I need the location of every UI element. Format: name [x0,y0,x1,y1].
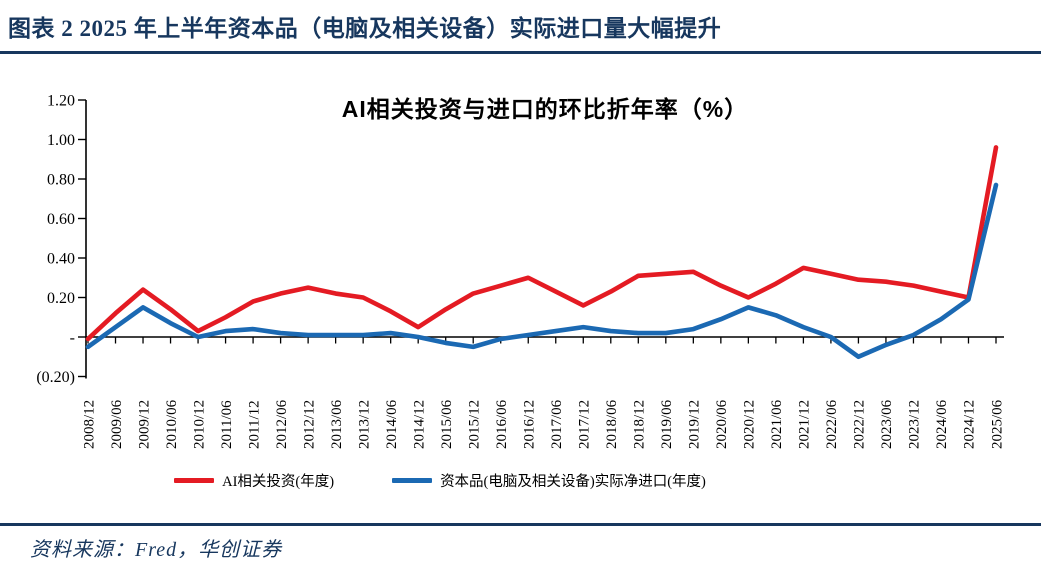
red-line-swatch [174,477,215,483]
x-axis-label: 2024/06 [934,399,950,449]
x-axis-label: 2014/12 [411,400,427,449]
x-axis-label: 2013/06 [329,399,345,449]
x-axis-label: 2011/12 [246,400,262,449]
x-axis-label: 2019/06 [659,399,675,449]
y-axis-label: 1.20 [47,93,75,110]
x-axis-label: 2012/12 [301,400,317,449]
chart-legend: AI相关投资(年度) 资本品(电脑及相关设备)实际净进口(年度) [0,466,880,494]
ai-investment-line [85,145,999,342]
y-axis-label: 1.00 [47,132,75,149]
x-axis-label: 2015/06 [439,399,455,449]
chart-title: AI相关投资与进口的环比折年率（%） [341,96,749,122]
x-axis-label: 2023/06 [879,399,895,449]
x-axis-label: 2022/06 [824,399,840,449]
x-axis-label: 2009/12 [136,400,152,449]
x-axis-label: 2020/06 [714,399,730,449]
x-axis-label: 2011/06 [219,400,235,449]
x-axis-label: 2012/06 [274,399,290,449]
y-axis-label: 0.80 [47,172,75,189]
x-axis-label: 2008/12 [81,400,97,449]
x-axis-label: 2010/12 [191,400,207,449]
x-axis-label: 2010/06 [164,399,180,449]
x-axis-label: 2017/06 [549,399,565,449]
x-axis-label: 2021/12 [797,400,813,449]
x-axis-label: 2023/12 [907,400,923,449]
x-axis-label: 2018/12 [632,400,648,449]
x-axis-label: 2009/06 [109,399,125,449]
x-axis-label: 2025/06 [989,399,1005,449]
x-axis-label: 2013/12 [356,400,372,449]
x-axis-label: 2017/12 [577,400,593,449]
x-axis-label: 2024/12 [962,400,978,449]
title-divider [0,51,1041,54]
legend-item-ai-investment: AI相关投资(年度) [174,470,334,491]
x-axis-label: 2015/12 [466,400,482,449]
x-axis-label: 2016/06 [494,399,510,449]
blue-line-swatch [392,477,433,483]
x-axis-label: 2020/12 [742,400,758,449]
x-axis-label: 2022/12 [852,400,868,449]
legend-label-ai-investment: AI相关投资(年度) [222,473,335,490]
y-axis-label: (0.20) [36,369,75,386]
legend-label-capital-goods-import: 资本品(电脑及相关设备)实际净进口(年度) [440,473,706,490]
x-axis-label: 2021/06 [769,399,785,449]
source-divider [0,523,1041,526]
capital-goods-import-line [85,182,999,360]
y-axis-label: 0.40 [47,251,75,268]
x-axis-label: 2019/12 [687,400,703,449]
y-axis-label: - [70,330,75,347]
x-axis-label: 2014/06 [384,399,400,449]
y-axis-label: 0.60 [47,211,75,228]
y-axis-label: 0.20 [47,290,75,307]
source-note: 资料来源：Fred，华创证券 [30,539,283,561]
x-axis-label: 2016/12 [521,400,537,449]
figure-title: 图表 2 2025 年上半年资本品（电脑及相关设备）实际进口量大幅提升 [8,16,722,41]
x-axis-label: 2018/06 [604,399,620,449]
legend-item-capital-goods-import: 资本品(电脑及相关设备)实际净进口(年度) [392,470,706,491]
